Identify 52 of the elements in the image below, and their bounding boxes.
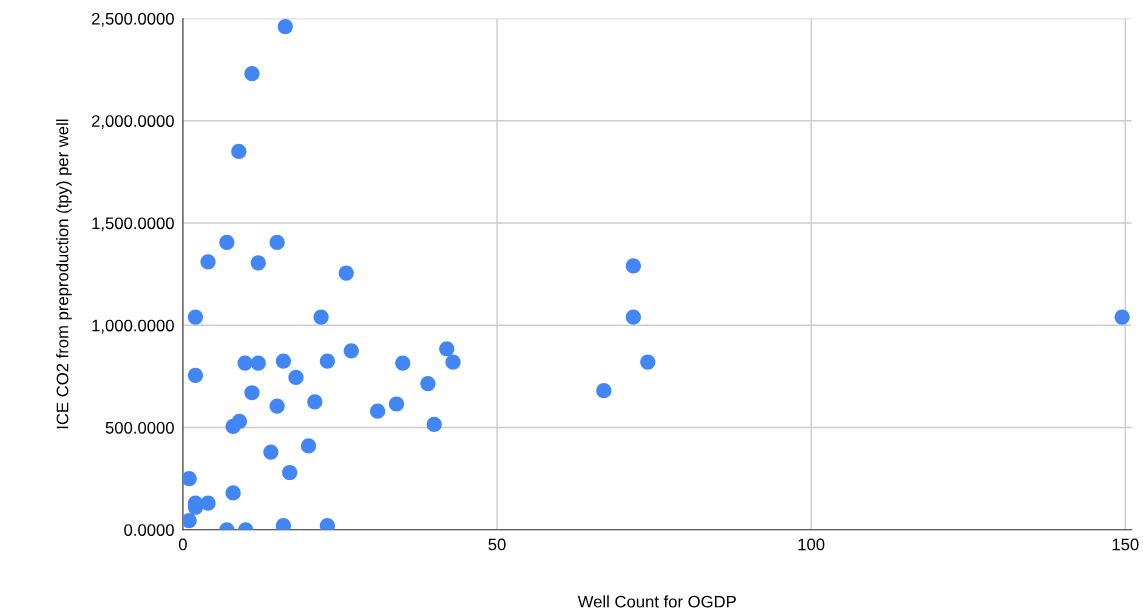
point bbox=[282, 464, 298, 481]
point bbox=[388, 396, 405, 412]
point bbox=[200, 254, 216, 270]
point bbox=[596, 383, 612, 399]
point bbox=[300, 438, 317, 454]
x-tick-label: 100 bbox=[798, 538, 825, 551]
point bbox=[319, 353, 335, 369]
y-tick-label: 1,500.0000 bbox=[92, 217, 174, 232]
point bbox=[182, 471, 197, 487]
point bbox=[439, 341, 455, 357]
point bbox=[338, 265, 354, 281]
x-tick-label: 150 bbox=[1112, 538, 1139, 551]
point bbox=[277, 19, 293, 35]
point bbox=[288, 369, 304, 386]
point bbox=[625, 309, 641, 325]
point bbox=[244, 66, 260, 82]
point bbox=[269, 398, 285, 414]
point bbox=[231, 143, 247, 160]
y-tick-label: 1,000.0000 bbox=[92, 319, 174, 334]
point bbox=[269, 234, 285, 251]
point bbox=[263, 444, 279, 460]
point bbox=[313, 309, 329, 325]
point bbox=[237, 355, 253, 371]
point bbox=[1114, 309, 1130, 325]
point bbox=[250, 255, 266, 271]
y-tick-label: 0.0000 bbox=[124, 524, 174, 536]
point bbox=[445, 354, 461, 370]
point bbox=[219, 234, 235, 251]
y-axis-title: ICE CO2 from preproduction (tpy) per well bbox=[56, 119, 72, 429]
point bbox=[420, 375, 436, 392]
point bbox=[225, 418, 241, 435]
y-tick-label: 2,500.0000 bbox=[91, 12, 174, 27]
point bbox=[307, 394, 323, 410]
point bbox=[187, 309, 204, 325]
point bbox=[244, 385, 260, 401]
point bbox=[225, 485, 241, 501]
x-axis-title: Well Count for OGDP bbox=[577, 595, 736, 608]
x-tick-label: 0 bbox=[178, 538, 187, 551]
y-tick-label: 500.0000 bbox=[105, 421, 174, 434]
point bbox=[250, 355, 266, 371]
point bbox=[370, 403, 386, 419]
point bbox=[275, 353, 292, 369]
point bbox=[395, 355, 411, 371]
point bbox=[200, 495, 216, 511]
point bbox=[640, 354, 656, 370]
point bbox=[426, 416, 442, 433]
point bbox=[187, 367, 204, 383]
point bbox=[343, 343, 359, 359]
point bbox=[182, 512, 197, 529]
y-tick-label: 2,000.0000 bbox=[91, 115, 174, 129]
x-tick-label: 50 bbox=[488, 538, 506, 551]
point bbox=[625, 258, 641, 274]
